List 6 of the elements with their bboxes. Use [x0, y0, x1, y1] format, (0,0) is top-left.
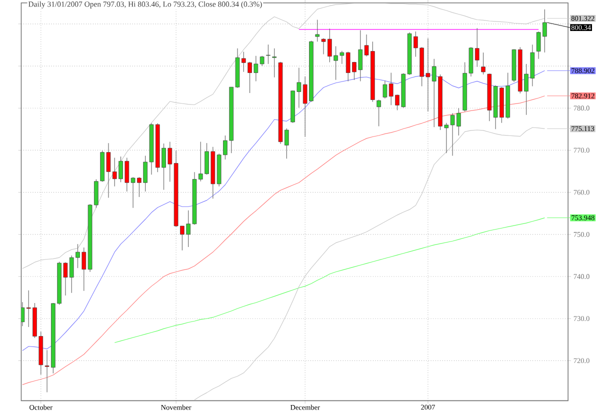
candlestick — [260, 56, 264, 66]
candlestick — [481, 52, 486, 75]
candlestick — [272, 48, 277, 78]
candlestick — [266, 44, 270, 64]
candlestick — [315, 19, 320, 42]
candlestick — [376, 99, 381, 126]
